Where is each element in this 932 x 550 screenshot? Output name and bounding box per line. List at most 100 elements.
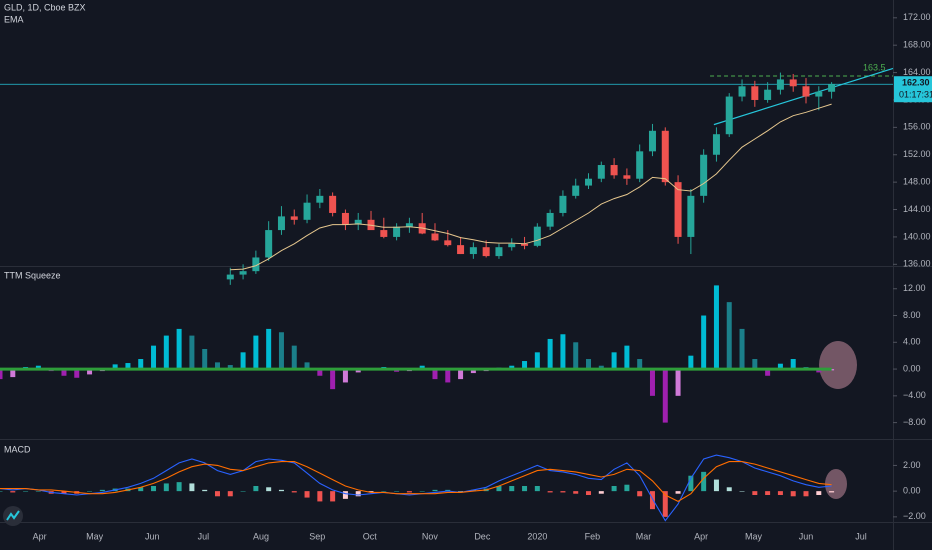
histogram-bar	[61, 491, 67, 494]
candle-body	[239, 271, 247, 275]
histogram-bar	[151, 345, 157, 370]
histogram-bar	[163, 335, 169, 370]
candle-body	[585, 178, 593, 186]
histogram-bar	[291, 491, 297, 493]
histogram-bar	[611, 352, 617, 370]
candle-body	[597, 165, 605, 179]
candle-body	[623, 175, 631, 179]
histogram-bar	[662, 491, 668, 517]
candle-body	[559, 195, 567, 213]
y-tick-label: −4.00	[903, 390, 926, 400]
histogram-bar	[765, 369, 771, 376]
highlight-ellipse	[819, 341, 857, 389]
candle-body	[482, 247, 490, 257]
indicator-label: EMA	[4, 14, 24, 24]
histogram-bar	[355, 491, 361, 497]
countdown-label: 01:17:31	[899, 90, 932, 100]
histogram-bar	[649, 369, 655, 396]
price-badge-label: 162.30	[902, 78, 930, 88]
macd-line	[0, 454, 832, 522]
histogram-bar	[266, 328, 272, 370]
histogram-bar	[189, 335, 195, 370]
histogram-bar	[304, 362, 310, 370]
histogram-bar	[547, 491, 553, 493]
histogram-bar	[560, 334, 566, 370]
histogram-bar	[61, 369, 67, 376]
histogram-bar	[534, 352, 540, 370]
candle-body	[252, 257, 260, 272]
histogram-bar	[445, 369, 451, 383]
x-tick-label: Sep	[309, 531, 325, 541]
histogram-bar	[330, 369, 336, 390]
histogram-bar	[470, 489, 476, 492]
candle-body	[700, 154, 708, 196]
candle-body	[776, 79, 784, 90]
y-tick-label: 2.00	[903, 460, 921, 470]
candle-body	[648, 130, 656, 152]
histogram-bar	[189, 483, 195, 492]
histogram-bar	[266, 487, 272, 492]
histogram-bar	[0, 491, 3, 492]
macd-line	[0, 461, 832, 503]
histogram-bar	[509, 486, 515, 492]
histogram-bar	[662, 369, 668, 423]
histogram-bar	[534, 486, 540, 492]
histogram-bar	[458, 369, 464, 380]
histogram-bar	[202, 489, 208, 492]
histogram-bar	[752, 491, 758, 495]
histogram-bar	[419, 365, 425, 370]
candle-body	[636, 151, 644, 179]
histogram-bar	[176, 482, 182, 492]
x-tick-label: Jun	[799, 531, 814, 541]
candle-body	[674, 182, 682, 237]
y-tick-label: 8.00	[903, 310, 921, 320]
x-tick-label: Nov	[422, 531, 439, 541]
histogram-bar	[598, 365, 604, 370]
histogram-bar	[394, 491, 400, 492]
x-tick-label: Oct	[363, 531, 378, 541]
histogram-bar	[816, 369, 822, 373]
histogram-bar	[675, 369, 681, 396]
histogram-bar	[458, 491, 464, 492]
candle-body	[495, 247, 503, 257]
candle-body	[546, 212, 554, 227]
price-badge	[894, 76, 932, 103]
histogram-bar	[355, 369, 361, 373]
y-tick-label: 0.00	[903, 486, 921, 496]
histogram-bar	[253, 486, 259, 492]
x-tick-label: Dec	[474, 531, 491, 541]
histogram-bar	[151, 486, 157, 492]
histogram-bar	[35, 365, 41, 370]
candle-body	[303, 202, 311, 220]
histogram-bar	[586, 491, 592, 495]
histogram-bar	[701, 471, 707, 492]
histogram-bar	[342, 369, 348, 383]
candle-body	[815, 91, 823, 97]
candle-body	[725, 96, 733, 135]
histogram-bar	[701, 315, 707, 370]
histogram-bar	[829, 491, 835, 493]
candle-body	[687, 195, 695, 237]
histogram-bar	[637, 491, 643, 497]
histogram-bar	[176, 328, 182, 370]
candle-body	[405, 223, 413, 227]
histogram-bar	[406, 491, 412, 493]
histogram-bar	[803, 491, 809, 497]
x-tick-label: Apr	[33, 531, 47, 541]
candle-body	[393, 226, 401, 237]
candle-body	[610, 165, 618, 176]
candle-body	[329, 195, 337, 213]
resistance-label: 163.5	[863, 62, 886, 72]
histogram-bar	[573, 342, 579, 370]
y-tick-label: 152.00	[903, 149, 931, 159]
histogram-bar	[445, 489, 451, 492]
histogram-bar	[752, 359, 758, 370]
histogram-bar	[726, 487, 732, 492]
histogram-bar	[0, 369, 3, 380]
candle-body	[354, 219, 362, 225]
histogram-bar	[368, 491, 374, 493]
candle-body	[431, 233, 439, 241]
histogram-bar	[777, 363, 783, 370]
y-tick-label: 148.00	[903, 177, 931, 187]
